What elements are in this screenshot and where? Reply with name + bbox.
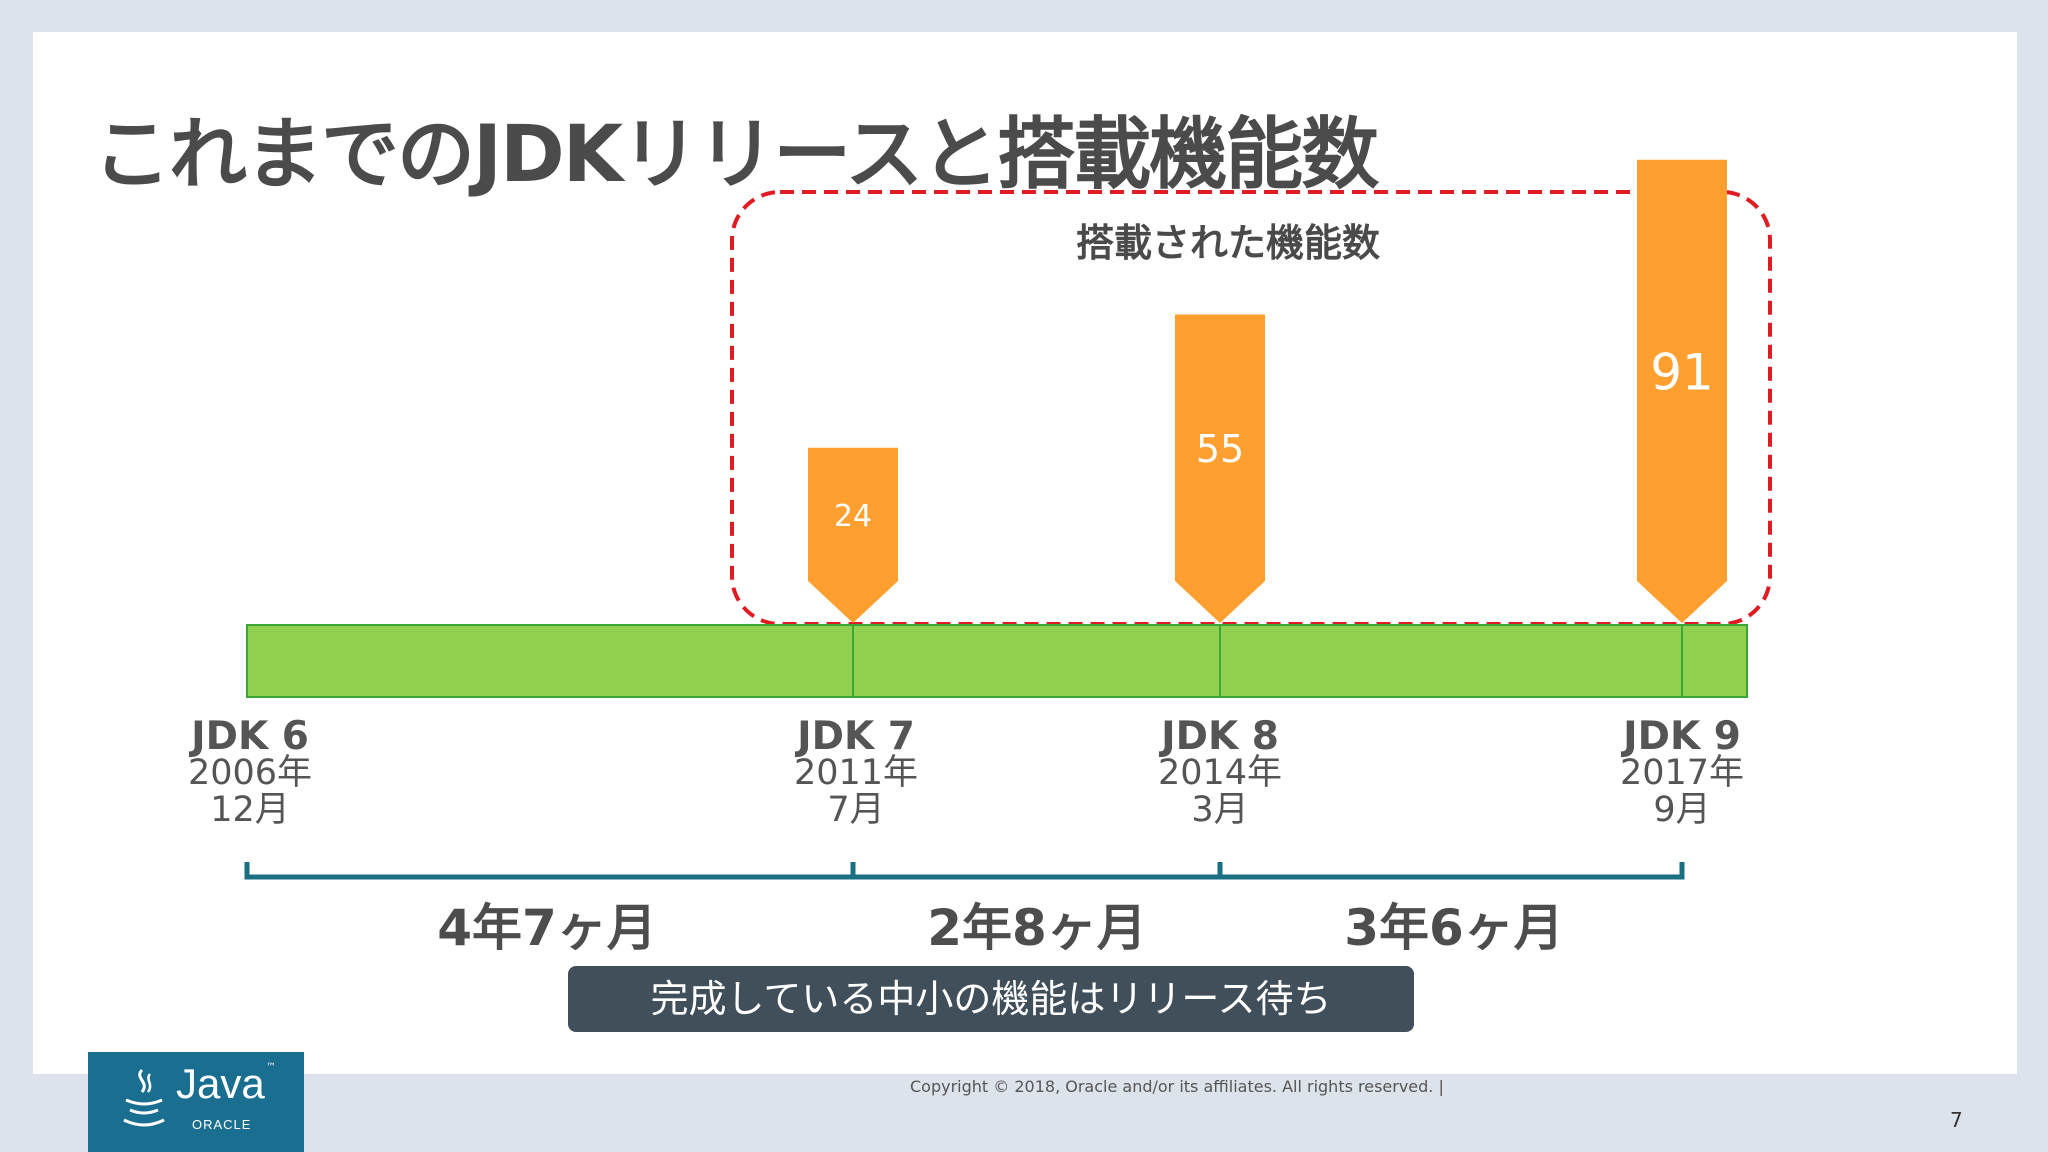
copyright-notice: Copyright © 2018, Oracle and/or its affi…	[910, 1077, 1444, 1096]
oracle-logo-word: ORACLE	[192, 1117, 252, 1132]
jdk8-year: 2014年	[1157, 753, 1283, 793]
duration-bracket	[244, 862, 1685, 880]
frame-caption: 搭載された機能数	[1076, 221, 1381, 265]
feature-count-label: 91	[1650, 343, 1714, 401]
slide-title: これまでのJDKリリースと搭載機能数	[93, 110, 1379, 200]
feature-marker-jdk8	[1175, 314, 1265, 623]
jdk6-name: JDK 6	[191, 714, 309, 759]
interval-jdk7-jdk8: 2年8ヶ月	[927, 899, 1147, 957]
jdk9-month: 9月	[1653, 790, 1711, 830]
feature-count-label: 55	[1196, 427, 1244, 471]
page-number: 7	[1950, 1108, 1963, 1132]
java-logo-word: Java	[176, 1060, 265, 1107]
jdk9-name: JDK 9	[1623, 714, 1741, 759]
feature-count-label: 24	[834, 499, 872, 534]
jdk6-month: 12月	[210, 790, 290, 830]
jdk8-name: JDK 8	[1161, 714, 1279, 759]
interval-jdk8-jdk9: 3年6ヶ月	[1344, 899, 1564, 957]
jdk6-label: JDK 6 2006年 12月	[100, 714, 400, 830]
feature-markers: 24 55 91	[808, 159, 1727, 623]
jdk7-name: JDK 7	[797, 714, 915, 759]
timeline-bar	[246, 624, 1748, 698]
interval-jdk6-jdk7: 4年7ヶ月	[437, 899, 657, 957]
jdk7-year: 2011年	[793, 753, 919, 793]
jdk7-label: JDK 7 2011年 7月	[706, 714, 1006, 830]
feature-marker-jdk9	[1637, 159, 1727, 623]
java-logo-tm: ™	[266, 1062, 276, 1073]
release-waiting-note: 完成している中小の機能はリリース待ち	[568, 966, 1414, 1032]
jdk6-year: 2006年	[187, 753, 313, 793]
jdk9-year: 2017年	[1619, 753, 1745, 793]
jdk7-month: 7月	[827, 790, 885, 830]
jdk9-label: JDK 9 2017年 9月	[1532, 714, 1832, 830]
jdk8-month: 3月	[1191, 790, 1249, 830]
feature-marker-jdk7	[808, 447, 898, 623]
jdk8-label: JDK 8 2014年 3月	[1070, 714, 1370, 830]
java-logo: Java ™ ORACLE	[88, 1052, 304, 1152]
java-cup-icon	[123, 1068, 165, 1127]
